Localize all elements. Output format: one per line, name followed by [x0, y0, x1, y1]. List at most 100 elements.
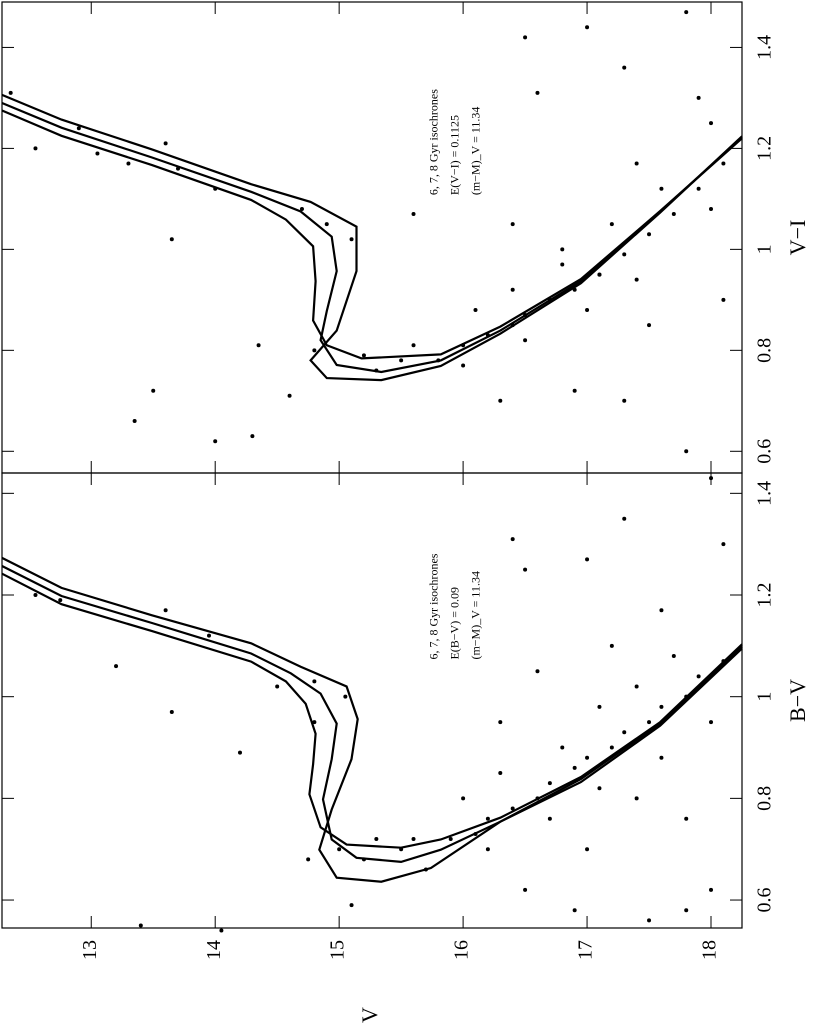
isochrone: [1, 572, 743, 849]
star-point: [275, 684, 280, 689]
star-point: [647, 232, 652, 237]
star-point: [659, 704, 664, 709]
star-point: [535, 796, 540, 801]
star-point: [337, 847, 342, 852]
y-tick-label: 18: [699, 940, 721, 960]
star-point: [299, 206, 304, 211]
star-point: [659, 186, 664, 191]
star-point: [237, 750, 242, 755]
star-point: [411, 343, 416, 348]
star-point: [473, 831, 478, 836]
isochrone: [1, 565, 743, 864]
y-tick-label: 15: [327, 940, 349, 960]
star-point: [609, 222, 614, 227]
star-point: [572, 765, 577, 770]
x-tick-label: 0.8: [754, 338, 776, 363]
star-point: [169, 709, 174, 714]
star-point: [535, 669, 540, 674]
star-point: [436, 358, 441, 363]
x-tick-label: 0.6: [754, 439, 776, 464]
star-point: [151, 388, 156, 393]
star-point: [634, 684, 639, 689]
star-point: [547, 297, 552, 302]
star-point: [250, 434, 255, 439]
star-point: [597, 704, 602, 709]
x-tick-label: 1.2: [754, 136, 776, 161]
star-point: [138, 923, 143, 928]
star-point: [622, 516, 627, 521]
star-point: [461, 363, 466, 368]
star-point: [647, 918, 652, 923]
star-point: [572, 388, 577, 393]
star-point: [572, 908, 577, 913]
star-point: [523, 312, 528, 317]
star-point: [510, 537, 515, 542]
star-point: [659, 608, 664, 613]
star-point: [33, 593, 38, 598]
star-point: [349, 903, 354, 908]
isochrone: [1, 109, 743, 360]
star-point: [684, 10, 689, 15]
star-point: [485, 847, 490, 852]
star-point: [163, 608, 168, 613]
star-point: [547, 781, 552, 786]
star-point: [585, 847, 590, 852]
annotation: 6, 7, 8 Gyr isochrones: [427, 553, 441, 659]
star-point: [76, 126, 81, 131]
star-point: [721, 297, 726, 302]
star-point: [399, 358, 404, 363]
star-point: [510, 806, 515, 811]
x-tick-label: 0.8: [754, 786, 776, 811]
star-point: [95, 151, 100, 156]
star-point: [622, 730, 627, 735]
star-point: [498, 770, 503, 775]
star-point: [498, 720, 503, 725]
x-tick-label: 1: [754, 244, 776, 254]
star-point: [374, 368, 379, 373]
star-point: [684, 908, 689, 913]
star-point: [8, 90, 13, 95]
star-point: [163, 141, 168, 146]
star-point: [361, 353, 366, 358]
star-point: [597, 272, 602, 277]
annotation: E(B−V) = 0.09: [448, 587, 462, 660]
star-point: [622, 65, 627, 70]
star-point: [169, 237, 174, 242]
star-point: [114, 664, 119, 669]
y-tick-label: 16: [451, 940, 473, 960]
star-point: [585, 557, 590, 562]
star-point: [547, 816, 552, 821]
y-axis-title: V: [357, 1007, 382, 1023]
star-point: [461, 343, 466, 348]
x-tick-label: 1: [754, 692, 776, 702]
star-point: [622, 252, 627, 257]
star-point: [207, 633, 212, 638]
star-point: [535, 90, 540, 95]
annotation: E(V−I) = 0.1125: [448, 115, 462, 195]
annotation: 6, 7, 8 Gyr isochrones: [427, 89, 441, 195]
star-point: [647, 323, 652, 328]
star-point: [523, 35, 528, 40]
star-point: [659, 755, 664, 760]
star-point: [634, 277, 639, 282]
star-point: [33, 146, 38, 151]
star-point: [361, 857, 366, 862]
x-axis-title: B−V: [785, 679, 810, 722]
star-point: [473, 307, 478, 312]
star-point: [510, 323, 515, 328]
x-tick-label: 0.6: [754, 888, 776, 913]
star-point: [560, 745, 565, 750]
star-point: [721, 161, 726, 166]
annotation: (m−M)_V = 11.34: [469, 107, 483, 196]
star-point: [609, 643, 614, 648]
star-point: [585, 755, 590, 760]
star-point: [423, 867, 428, 872]
star-point: [585, 25, 590, 30]
star-point: [132, 419, 137, 424]
x-tick-label: 1.4: [754, 481, 776, 506]
star-point: [684, 694, 689, 699]
star-point: [312, 720, 317, 725]
star-point: [58, 598, 63, 603]
star-point: [597, 786, 602, 791]
